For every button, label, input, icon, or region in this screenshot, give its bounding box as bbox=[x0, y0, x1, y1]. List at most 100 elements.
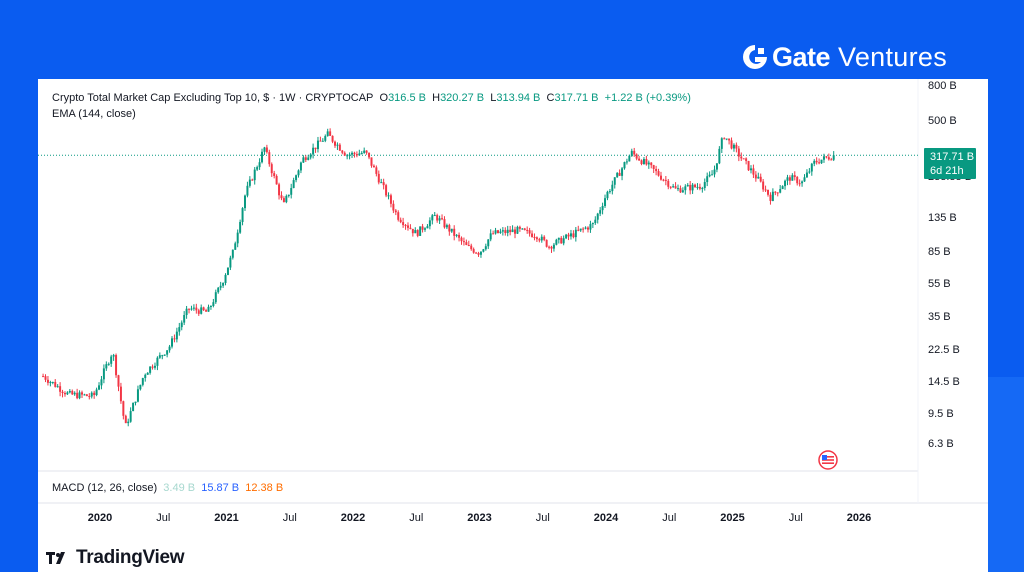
candle-body bbox=[798, 183, 801, 185]
candle-body bbox=[718, 148, 721, 164]
candle-body bbox=[180, 322, 183, 328]
candle-body bbox=[579, 228, 582, 231]
candle-body bbox=[567, 234, 570, 237]
candle-body bbox=[779, 189, 782, 193]
candle-body bbox=[51, 381, 54, 383]
candle-body bbox=[258, 162, 261, 168]
candle-body bbox=[351, 152, 354, 155]
legend-change: +1.22 B (+0.39%) bbox=[604, 92, 691, 104]
candle-body bbox=[827, 157, 830, 160]
candle-body bbox=[487, 239, 490, 247]
candle-body bbox=[119, 386, 122, 402]
tradingview-watermark[interactable]: TradingView bbox=[46, 547, 185, 569]
us-flag-icon[interactable] bbox=[818, 450, 838, 470]
candle-body bbox=[333, 141, 336, 146]
candle-body bbox=[594, 219, 597, 224]
candle-body bbox=[287, 194, 290, 196]
candle-body bbox=[531, 233, 534, 237]
x-tick-label: Jul bbox=[409, 512, 424, 524]
candle-body bbox=[514, 229, 517, 234]
candle-body bbox=[691, 184, 694, 191]
candle-body bbox=[402, 222, 405, 226]
candle-body bbox=[521, 228, 524, 230]
candle-body bbox=[621, 168, 624, 176]
x-tick-label: 2022 bbox=[340, 512, 366, 524]
candle-body bbox=[95, 389, 98, 396]
candle-body bbox=[190, 308, 193, 310]
candle-body bbox=[509, 229, 512, 233]
candle-body bbox=[280, 195, 283, 199]
chart-plot bbox=[38, 79, 988, 504]
candle-body bbox=[479, 251, 482, 255]
candle-body bbox=[163, 354, 166, 356]
candle-body bbox=[599, 210, 602, 214]
candle-body bbox=[582, 228, 585, 230]
candle-body bbox=[496, 230, 499, 234]
candle-body bbox=[98, 385, 101, 390]
candle-body bbox=[394, 210, 397, 213]
candle-body bbox=[416, 230, 419, 236]
candle-body bbox=[377, 173, 380, 183]
candle-body bbox=[832, 155, 835, 160]
candle-body bbox=[793, 175, 796, 178]
candle-body bbox=[645, 159, 648, 165]
candle-body bbox=[141, 378, 144, 385]
candle-body bbox=[489, 233, 492, 240]
candle-body bbox=[752, 168, 755, 175]
candle-body bbox=[431, 215, 434, 221]
candle-body bbox=[638, 158, 641, 161]
candle-body bbox=[472, 249, 475, 253]
candle-body bbox=[475, 252, 478, 254]
candle-body bbox=[538, 239, 541, 241]
candle-body bbox=[679, 188, 682, 193]
candle-body bbox=[265, 147, 268, 153]
candle-body bbox=[105, 364, 108, 369]
candle-body bbox=[813, 160, 816, 164]
candle-body bbox=[633, 150, 636, 155]
candle-body bbox=[387, 195, 390, 197]
candle-body bbox=[256, 167, 259, 170]
candle-body bbox=[516, 226, 519, 234]
y-tick-label: 55 B bbox=[928, 277, 951, 290]
y-tick-label: 35 B bbox=[928, 311, 951, 324]
candle-body bbox=[316, 140, 319, 150]
x-tick-label: Jul bbox=[535, 512, 550, 524]
candle-body bbox=[642, 159, 645, 165]
candle-body bbox=[433, 215, 436, 217]
candle-body bbox=[409, 227, 412, 229]
candle-body bbox=[674, 186, 677, 189]
candle-body bbox=[222, 282, 225, 286]
candle-body bbox=[428, 220, 431, 227]
last-price-box: 317.71 B 6d 21h bbox=[924, 148, 976, 180]
candle-body bbox=[246, 185, 249, 196]
candle-body bbox=[545, 239, 548, 247]
candle-body bbox=[231, 249, 234, 258]
candle-body bbox=[499, 231, 502, 234]
candle-body bbox=[757, 176, 760, 179]
candle-body bbox=[543, 236, 546, 240]
candle-body bbox=[625, 161, 628, 163]
candle-body bbox=[127, 421, 130, 424]
candle-body bbox=[606, 191, 609, 199]
candle-body bbox=[346, 155, 349, 157]
candle-body bbox=[611, 184, 614, 192]
candle-body bbox=[713, 169, 716, 175]
candle-body bbox=[711, 174, 714, 176]
macd-label: MACD (12, 26, close) bbox=[52, 482, 158, 494]
macd-legend[interactable]: MACD (12, 26, close) 3.49 B 15.87 B 12.3… bbox=[52, 482, 283, 494]
chart-legend: Crypto Total Market Cap Excluding Top 10… bbox=[52, 92, 691, 104]
candle-body bbox=[302, 157, 305, 163]
ema-legend[interactable]: EMA (144, close) bbox=[52, 108, 136, 120]
candle-body bbox=[623, 162, 626, 169]
candle-body bbox=[540, 236, 543, 241]
candle-body bbox=[745, 158, 748, 161]
candle-body bbox=[445, 225, 448, 228]
candle-body bbox=[533, 236, 536, 238]
candle-body bbox=[414, 230, 417, 234]
y-tick-label: 6.3 B bbox=[928, 438, 954, 450]
candle-body bbox=[136, 389, 139, 402]
candle-body bbox=[628, 155, 631, 162]
candle-body bbox=[526, 229, 529, 231]
candle-body bbox=[771, 191, 774, 201]
candle-body bbox=[90, 392, 93, 397]
